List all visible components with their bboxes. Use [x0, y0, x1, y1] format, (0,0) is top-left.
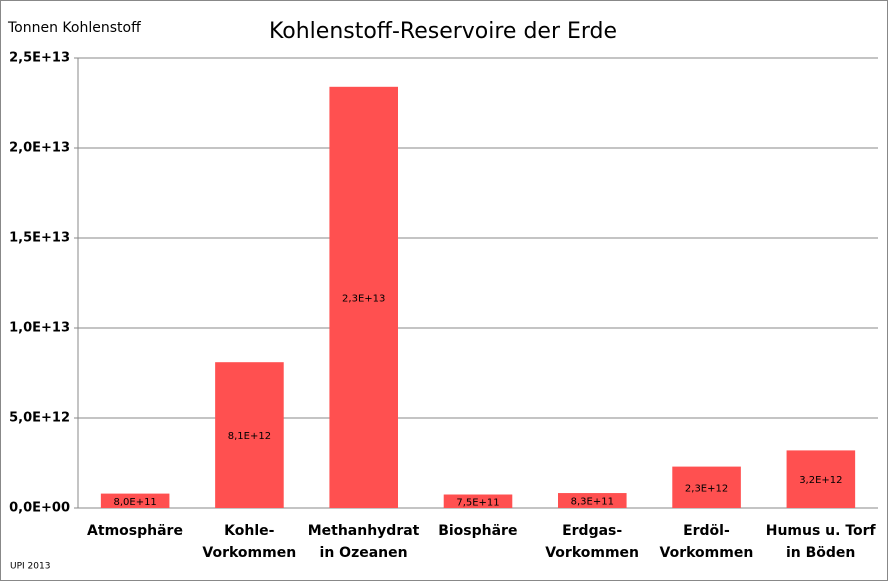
bar	[100, 493, 170, 508]
bar	[215, 362, 284, 508]
x-tick-label: Humus u. Torf in Böden	[765, 523, 876, 561]
value-label: 2,3E+13	[342, 293, 385, 304]
y-tick-label: 5,0E+12	[9, 411, 70, 426]
footnote: UPI 2013	[10, 562, 50, 572]
y-tick-label: 2,0E+13	[9, 141, 70, 156]
y-tick-label: 2,5E+13	[9, 51, 70, 66]
x-tick-label: Atmosphäre	[87, 523, 183, 539]
value-label: 8,1E+12	[228, 431, 271, 442]
y-tick-label: 1,0E+13	[9, 321, 70, 336]
x-tick-label: Erdöl- Vorkommen	[659, 523, 754, 561]
value-label: 3,2E+12	[799, 475, 842, 486]
bar	[329, 86, 398, 509]
bar	[558, 493, 627, 508]
value-label: 7,5E+11	[456, 497, 499, 508]
value-label: 8,0E+11	[113, 497, 156, 508]
bar	[786, 450, 856, 508]
bar	[443, 494, 513, 508]
x-tick-label: Erdgas- Vorkommen	[545, 523, 640, 561]
value-label: 2,3E+12	[685, 483, 728, 494]
x-tick-label: Kohle- Vorkommen	[202, 523, 297, 561]
y-axis-label: Tonnen Kohlenstoff	[7, 20, 141, 36]
x-tick-label: Biosphäre	[438, 523, 518, 539]
value-label: 8,3E+11	[571, 497, 614, 508]
y-tick-label: 1,5E+13	[9, 231, 70, 246]
y-tick-label: 0,0E+00	[9, 501, 70, 516]
bar	[672, 466, 741, 508]
chart-title: Kohlenstoff-Reservoire der Erde	[269, 19, 617, 44]
x-tick-label: Methanhydrat in Ozeanen	[307, 523, 420, 561]
